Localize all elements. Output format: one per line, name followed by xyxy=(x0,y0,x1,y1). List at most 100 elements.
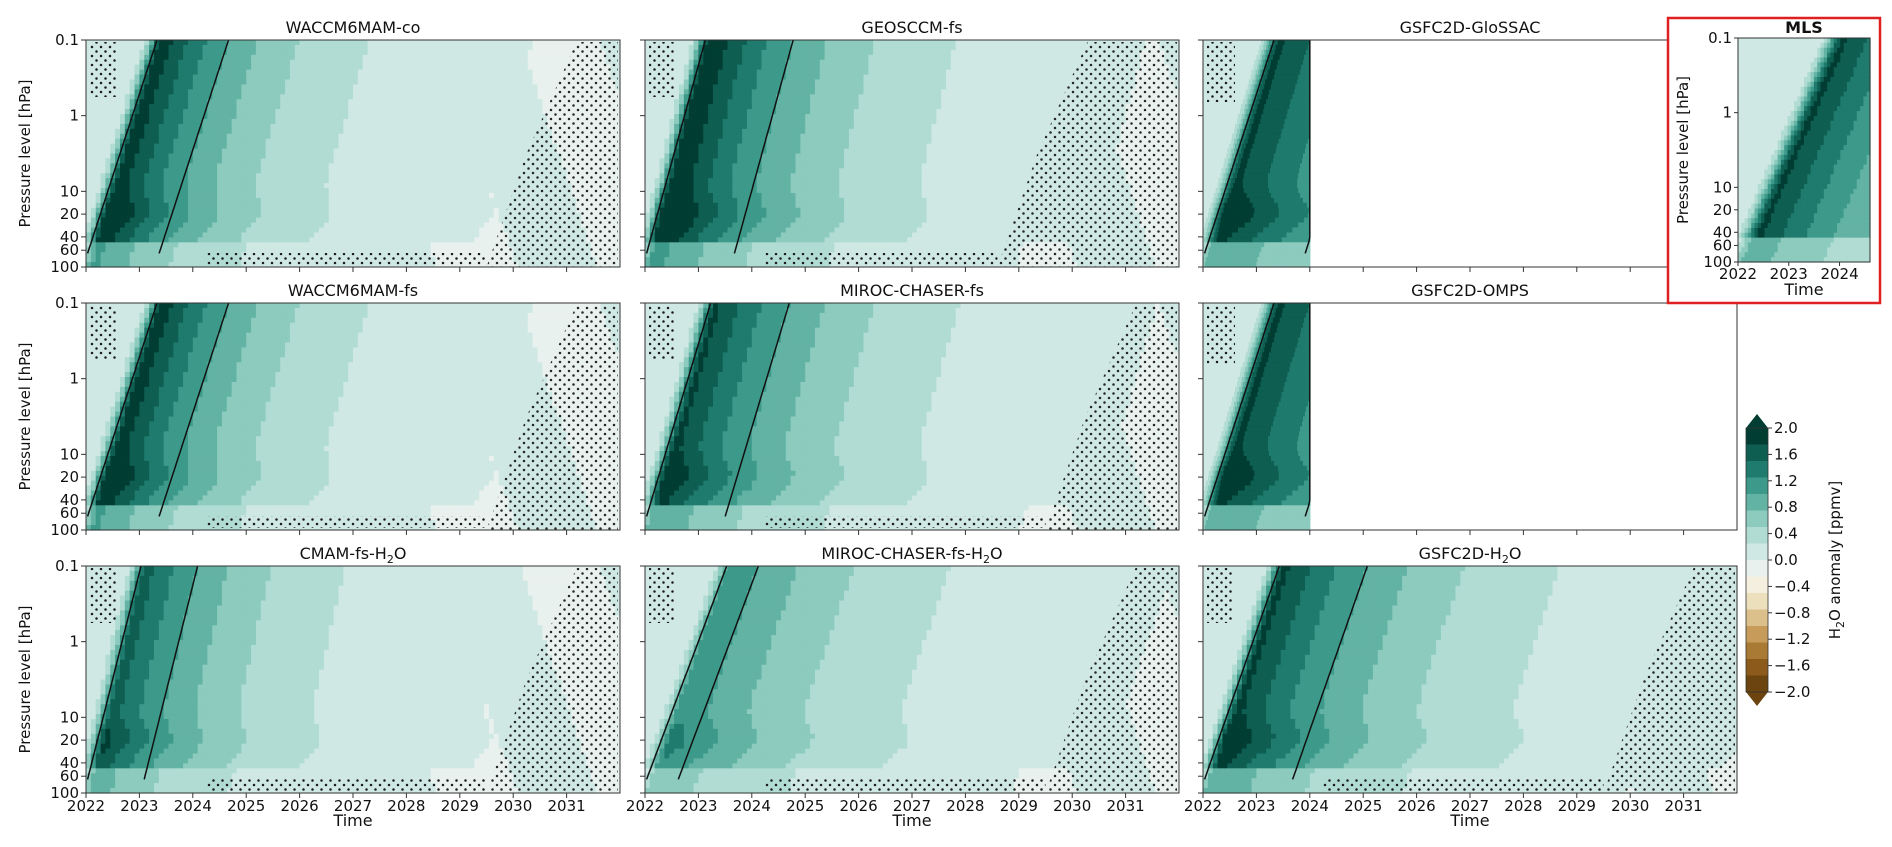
field-cell xyxy=(406,94,411,100)
field-cell xyxy=(440,119,445,125)
field-cell xyxy=(377,104,382,110)
field-cell xyxy=(304,168,309,174)
field-cell xyxy=(484,173,489,179)
field-cell xyxy=(455,109,460,115)
field-cell xyxy=(125,84,130,90)
field-cell xyxy=(309,163,314,169)
field-cell xyxy=(358,149,363,155)
field-cell xyxy=(300,119,305,125)
field-cell xyxy=(241,183,246,189)
field-cell xyxy=(110,109,115,115)
field-cell xyxy=(392,45,397,51)
field-cell xyxy=(402,99,407,105)
field-cell xyxy=(445,79,450,85)
field-cell xyxy=(241,55,246,61)
field-cell xyxy=(426,79,431,85)
field-cell xyxy=(368,70,373,76)
field-cell xyxy=(508,134,513,140)
field-cell xyxy=(537,60,542,66)
field-cell xyxy=(465,163,470,169)
field-cell xyxy=(227,114,232,120)
field-cell xyxy=(169,139,174,145)
field-cell xyxy=(212,65,217,71)
field-cell xyxy=(324,55,329,61)
field-cell xyxy=(392,149,397,155)
field-cell xyxy=(329,104,334,110)
field-cell xyxy=(421,104,426,110)
field-cell xyxy=(125,99,130,105)
field-cell xyxy=(426,75,431,81)
field-cell xyxy=(411,154,416,160)
field-cell xyxy=(363,104,368,110)
field-cell xyxy=(324,79,329,85)
field-cell xyxy=(402,55,407,61)
field-cell xyxy=(377,114,382,120)
field-cell xyxy=(470,173,475,179)
field-cell xyxy=(416,45,421,51)
field-cell xyxy=(499,65,504,71)
field-cell xyxy=(324,149,329,155)
field-cell xyxy=(207,79,212,85)
field-cell xyxy=(295,104,300,110)
field-cell xyxy=(96,104,101,110)
field-cell xyxy=(348,168,353,174)
field-cell xyxy=(474,50,479,56)
field-cell xyxy=(445,45,450,51)
field-cell xyxy=(212,99,217,105)
field-cell xyxy=(547,60,552,66)
field-cell xyxy=(460,40,465,46)
field-cell xyxy=(382,65,387,71)
field-cell xyxy=(406,144,411,150)
field-cell xyxy=(280,70,285,76)
field-cell xyxy=(275,139,280,145)
field-cell xyxy=(368,154,373,160)
field-cell xyxy=(513,99,518,105)
field-cell xyxy=(334,70,339,76)
field-cell xyxy=(494,75,499,81)
field-cell xyxy=(222,70,227,76)
field-cell xyxy=(406,45,411,51)
field-cell xyxy=(207,139,212,145)
field-cell xyxy=(270,89,275,95)
field-cell xyxy=(431,109,436,115)
field-cell xyxy=(256,84,261,90)
field-cell xyxy=(348,149,353,155)
field-cell xyxy=(465,114,470,120)
field-cell xyxy=(324,134,329,140)
field-cell xyxy=(314,119,319,125)
field-cell xyxy=(465,79,470,85)
field-cell xyxy=(193,40,198,46)
field-cell xyxy=(280,45,285,51)
field-cell xyxy=(154,94,159,100)
field-cell xyxy=(508,124,513,130)
field-cell xyxy=(465,109,470,115)
field-cell xyxy=(542,60,547,66)
field-cell xyxy=(144,163,149,169)
field-cell xyxy=(256,65,261,71)
field-cell xyxy=(144,99,149,105)
field-cell xyxy=(450,178,455,184)
field-cell xyxy=(227,60,232,66)
field-cell xyxy=(334,79,339,85)
field-cell xyxy=(227,79,232,85)
field-cell xyxy=(470,79,475,85)
field-cell xyxy=(285,104,290,110)
field-cell xyxy=(324,119,329,125)
field-cell xyxy=(484,129,489,135)
field-cell xyxy=(421,124,426,130)
field-cell xyxy=(513,55,518,61)
field-cell xyxy=(358,65,363,71)
field-cell xyxy=(178,139,183,145)
field-cell xyxy=(348,154,353,160)
field-cell xyxy=(227,50,232,56)
field-cell xyxy=(450,75,455,81)
field-cell xyxy=(309,119,314,125)
field-cell xyxy=(139,109,144,115)
field-cell xyxy=(135,158,140,164)
field-cell xyxy=(169,89,174,95)
field-cell xyxy=(547,55,552,61)
field-cell xyxy=(173,94,178,100)
field-cell xyxy=(309,84,314,90)
field-cell xyxy=(164,149,169,155)
field-cell xyxy=(144,114,149,120)
